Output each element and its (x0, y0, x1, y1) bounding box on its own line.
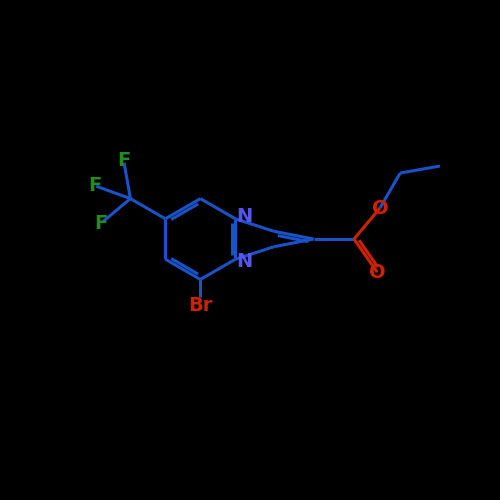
Text: O: O (369, 262, 386, 281)
Text: O: O (372, 198, 388, 218)
Text: F: F (117, 152, 130, 171)
Text: F: F (94, 214, 108, 233)
Text: N: N (236, 252, 252, 270)
Text: F: F (88, 176, 101, 195)
Text: N: N (236, 208, 252, 227)
Text: Br: Br (188, 296, 212, 315)
